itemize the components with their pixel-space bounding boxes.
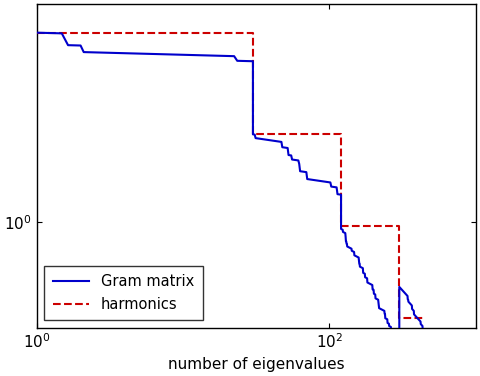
Line: Gram matrix: Gram matrix [36, 33, 425, 343]
Gram matrix [312, 178, 318, 182]
Gram matrix [381, 308, 386, 313]
X-axis label: number of eigenvalues: number of eigenvalues [168, 357, 345, 372]
Gram matrix [396, 340, 402, 345]
harmonics [396, 316, 402, 320]
harmonics [250, 30, 256, 35]
harmonics [422, 316, 428, 320]
harmonics [338, 132, 344, 136]
Gram matrix [34, 30, 39, 35]
harmonics [338, 223, 344, 228]
Line: harmonics: harmonics [36, 33, 425, 318]
Gram matrix [341, 230, 347, 235]
Gram matrix [364, 280, 370, 285]
Legend: Gram matrix, harmonics: Gram matrix, harmonics [44, 265, 203, 320]
harmonics [250, 132, 256, 136]
harmonics [396, 223, 402, 228]
harmonics [34, 30, 39, 35]
Gram matrix [381, 308, 386, 312]
Gram matrix [396, 341, 402, 345]
Gram matrix [422, 336, 428, 341]
